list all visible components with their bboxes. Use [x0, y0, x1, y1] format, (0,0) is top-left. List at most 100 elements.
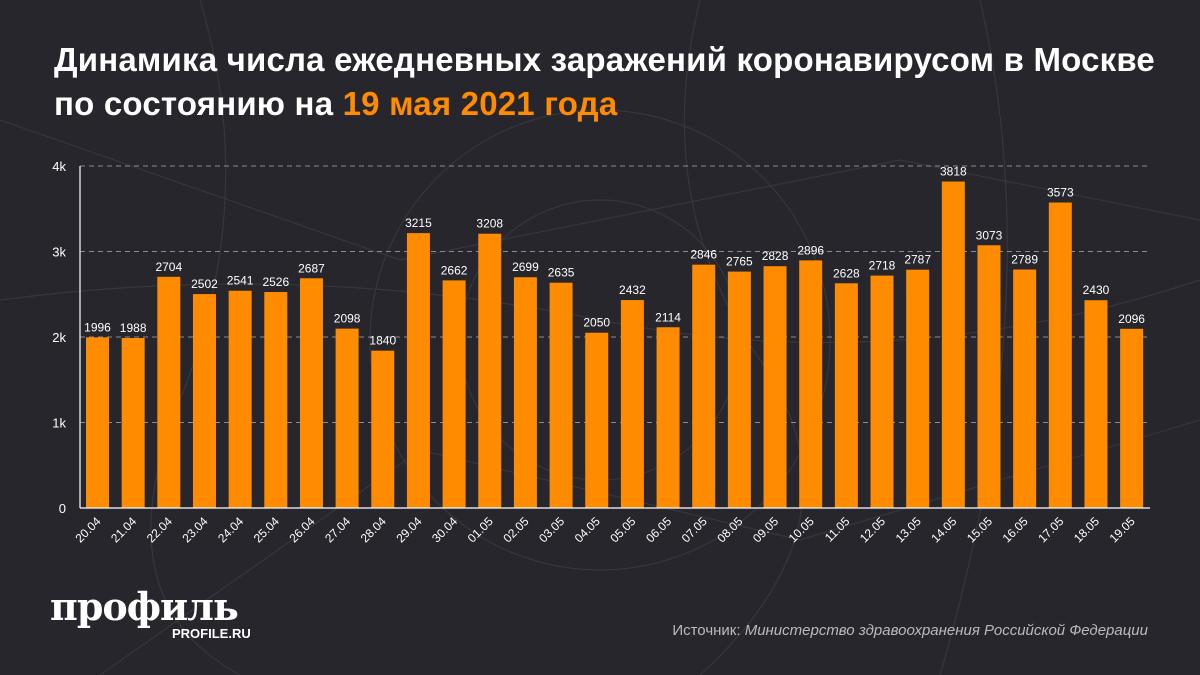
- data-label: 2114: [655, 310, 681, 324]
- x-tick-label: 19.05: [1107, 514, 1138, 545]
- bar: [941, 181, 965, 508]
- bar: [299, 278, 323, 508]
- bar: [799, 260, 823, 508]
- bar: [620, 300, 644, 508]
- bar: [228, 290, 252, 508]
- data-label: 2828: [762, 249, 789, 263]
- data-label: 2430: [1083, 283, 1110, 297]
- x-tick-label: 16.05: [1000, 514, 1031, 545]
- data-label: 1840: [369, 334, 396, 348]
- bar: [656, 327, 680, 508]
- x-tick-label: 07.05: [679, 514, 710, 545]
- bar: [1120, 328, 1144, 508]
- bar: [371, 350, 395, 508]
- x-tick-label: 13.05: [893, 514, 924, 545]
- bar: [335, 328, 359, 508]
- bar: [121, 338, 145, 508]
- bar: [834, 283, 858, 508]
- data-label: 1988: [120, 321, 147, 335]
- bar: [513, 277, 537, 508]
- page-title: Динамика числа ежедневных заражений коро…: [54, 38, 1200, 126]
- data-label: 2704: [155, 260, 182, 274]
- bar: [585, 332, 609, 508]
- title-main: Динамика числа ежедневных заражений коро…: [54, 41, 1155, 122]
- x-tick-label: 06.05: [643, 514, 674, 545]
- data-label: 3073: [976, 228, 1003, 242]
- bar: [727, 271, 751, 508]
- data-label: 2050: [583, 316, 610, 330]
- x-tick-label: 23.04: [179, 514, 210, 545]
- bar: [906, 269, 930, 508]
- data-label: 2718: [869, 259, 896, 273]
- data-label: 2526: [262, 275, 289, 289]
- x-tick-label: 25.04: [251, 514, 282, 545]
- bar: [478, 233, 502, 508]
- data-label: 2846: [690, 248, 717, 262]
- x-tick-label: 10.05: [786, 514, 817, 545]
- bar: [192, 294, 216, 508]
- data-label: 2699: [512, 260, 539, 274]
- x-tick-label: 11.05: [822, 514, 853, 545]
- data-label: 2628: [833, 266, 860, 280]
- data-label: 2541: [227, 274, 254, 288]
- bar: [442, 280, 466, 508]
- x-tick-label: 08.05: [714, 514, 745, 545]
- x-tick-label: 05.05: [607, 514, 638, 545]
- data-label: 3208: [476, 217, 503, 231]
- x-tick-label: 29.04: [393, 514, 424, 545]
- x-tick-label: 15.05: [964, 514, 995, 545]
- x-tick-label: 30.04: [429, 514, 460, 545]
- bar: [977, 245, 1001, 509]
- x-tick-label: 17.05: [1035, 514, 1066, 545]
- x-tick-label: 20.04: [72, 514, 103, 545]
- bar: [157, 276, 181, 508]
- source-text: Министерство здравоохранения Российской …: [744, 622, 1148, 639]
- data-label: 2896: [797, 243, 824, 257]
- data-label: 2765: [726, 255, 753, 269]
- data-label: 3215: [405, 216, 432, 230]
- bar: [1013, 269, 1037, 508]
- profile-logo-url: PROFILE.RU: [172, 626, 251, 641]
- x-tick-label: 24.04: [215, 514, 246, 545]
- data-label: 2502: [191, 277, 218, 291]
- x-tick-label: 02.05: [500, 514, 531, 545]
- bar: [406, 233, 430, 508]
- y-tick-label: 1k: [52, 416, 66, 431]
- data-label: 1996: [84, 320, 111, 334]
- bar: [1084, 300, 1108, 508]
- bar: [763, 266, 787, 508]
- x-tick-label: 26.04: [286, 514, 317, 545]
- data-label: 2687: [298, 261, 325, 275]
- x-tick-label: 04.05: [572, 514, 603, 545]
- data-label: 2432: [619, 283, 646, 297]
- x-tick-label: 21.04: [108, 514, 139, 545]
- data-label: 2787: [904, 253, 931, 267]
- y-tick-label: 2k: [52, 330, 66, 345]
- x-tick-label: 14.05: [928, 514, 959, 545]
- y-tick-label: 4k: [52, 159, 66, 174]
- data-label: 2096: [1118, 312, 1145, 326]
- bar: [1048, 202, 1072, 509]
- bar: [870, 275, 894, 508]
- bar: [86, 337, 109, 508]
- y-tick-label: 0: [59, 501, 66, 516]
- data-label: 3573: [1047, 186, 1074, 200]
- profile-logo: профиль: [50, 584, 239, 629]
- data-label: 2098: [334, 312, 361, 326]
- title-date: 19 мая 2021 года: [342, 85, 618, 122]
- source-note: Источник: Министерство здравоохранения Р…: [672, 622, 1148, 639]
- x-tick-label: 12.05: [857, 514, 888, 545]
- data-label: 2635: [548, 266, 575, 280]
- source-label: Источник:: [672, 622, 741, 639]
- x-tick-label: 01.05: [465, 514, 496, 545]
- x-tick-label: 18.05: [1071, 514, 1102, 545]
- data-label: 2789: [1011, 253, 1038, 267]
- bar: [549, 282, 573, 508]
- x-tick-label: 03.05: [536, 514, 567, 545]
- y-tick-label: 3k: [52, 245, 66, 260]
- bar: [692, 264, 716, 508]
- x-tick-label: 22.04: [144, 514, 175, 545]
- data-label: 2662: [441, 263, 468, 277]
